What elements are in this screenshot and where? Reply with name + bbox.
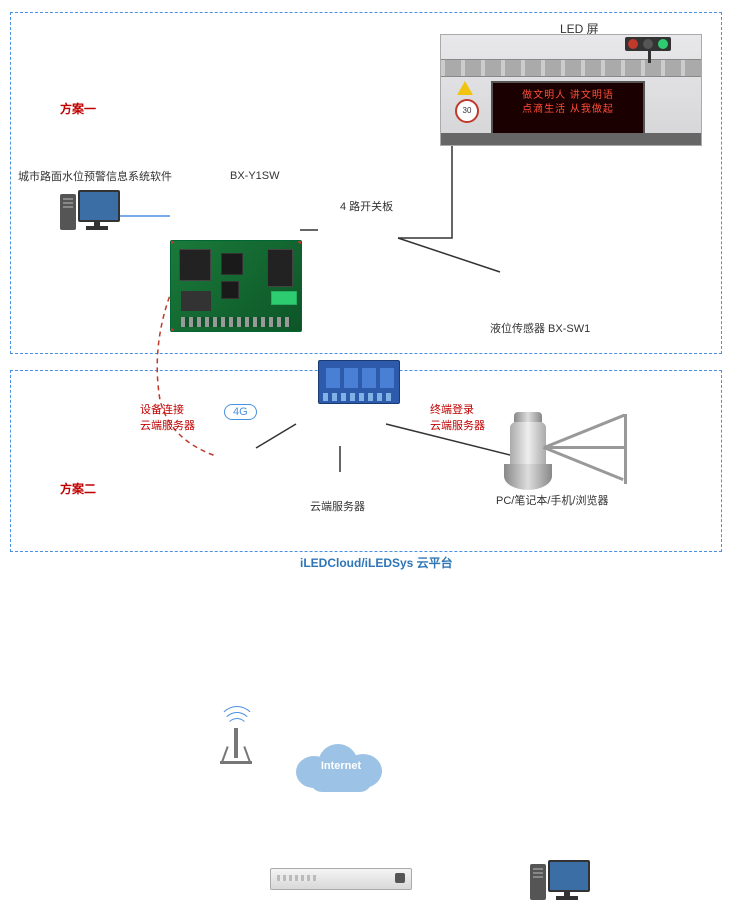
- antenna-icon: [216, 704, 256, 764]
- relay-label: 4 路开关板: [340, 198, 393, 214]
- client-label: PC/笔记本/手机/浏览器: [496, 492, 608, 508]
- cloud-icon: Internet: [296, 742, 386, 792]
- diagram-canvas: 方案一 城市路面水位预警信息系统软件 BX-Y1SW 4 路开关板 LED 屏 …: [0, 0, 739, 581]
- server-icon: [270, 868, 412, 890]
- cloud-label: Internet: [296, 760, 386, 772]
- traffic-light-icon: [625, 37, 671, 51]
- level-sensor-icon: [500, 404, 640, 504]
- relay-board-icon: [318, 360, 400, 404]
- login-label: 终端登录 云端服务器: [430, 402, 485, 434]
- server-label: 云端服务器: [310, 498, 365, 514]
- tag-4g: 4G: [224, 404, 257, 420]
- platform-label: iLEDCloud/iLEDSys 云平台: [300, 554, 453, 571]
- sensor-label: 液位传感器 BX-SW1: [490, 320, 590, 336]
- pc-icon: [60, 184, 120, 234]
- led-sign: 做文明人 讲文明语 点滴生活 从我做起: [491, 81, 645, 135]
- plan1-title: 方案一: [60, 100, 96, 117]
- speed-limit-sign: 30: [455, 99, 479, 123]
- controller-label: BX-Y1SW: [230, 170, 280, 182]
- led-photo: 30 做文明人 讲文明语 点滴生活 从我做起: [440, 34, 702, 146]
- client-pc-icon: [530, 854, 590, 904]
- led-line1: 做文明人 讲文明语: [493, 89, 643, 103]
- conn-label: 设备连接 云端服务器: [140, 402, 195, 434]
- led-line2: 点滴生活 从我做起: [493, 103, 643, 117]
- warning-sign-icon: [457, 81, 473, 95]
- pcb-board-icon: [170, 240, 302, 332]
- plan2-title: 方案二: [60, 480, 96, 497]
- software-label: 城市路面水位预警信息系统软件: [18, 168, 172, 184]
